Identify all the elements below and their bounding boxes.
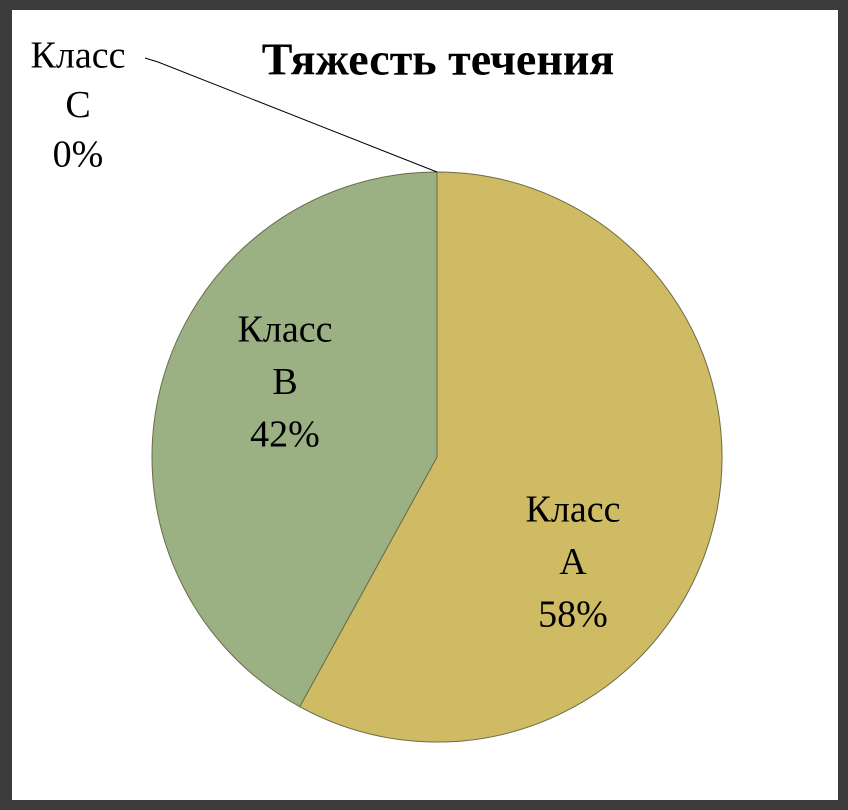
slice-category-line: Класс — [31, 34, 126, 76]
slice-value: 0% — [53, 133, 104, 175]
slice-category: Класс B — [238, 308, 333, 402]
slice-category: Класс A — [526, 488, 621, 582]
slice-category-line: C — [65, 84, 90, 126]
slice-label: Класс A 58% — [526, 488, 621, 635]
slice-value: 42% — [250, 413, 320, 455]
slice-category-line: Класс — [238, 308, 333, 350]
slice-category-line: A — [559, 541, 587, 583]
leader-line — [144, 57, 438, 173]
chart-title: Тяжесть течения — [262, 34, 615, 85]
slice-label: Класс C 0% — [31, 34, 126, 175]
slice-value: 58% — [538, 593, 608, 635]
slice-category-line: B — [272, 361, 297, 403]
pie-slice — [299, 171, 723, 743]
slice-category: Класс C — [31, 34, 126, 126]
slice-category-line: Класс — [526, 488, 621, 530]
slice-label: Класс B 42% — [238, 308, 333, 455]
pie-slice — [151, 171, 438, 708]
